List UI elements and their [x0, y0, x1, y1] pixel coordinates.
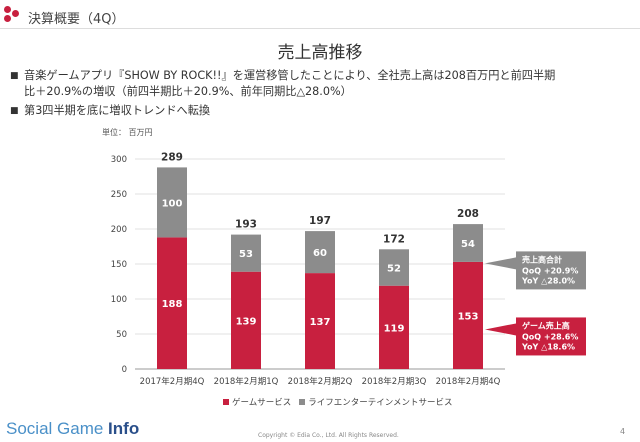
bullet-square-icon: ■ — [10, 71, 19, 81]
bar-value-label: 100 — [162, 198, 183, 209]
bar-total-label: 193 — [235, 219, 257, 231]
y-tick-label: 250 — [111, 190, 127, 200]
x-tick-label: 2018年2月期1Q — [214, 376, 279, 387]
company-logo — [0, 4, 24, 26]
bar-segment — [305, 273, 335, 369]
bar-value-label: 188 — [162, 299, 183, 310]
bullet-square-icon: ■ — [10, 106, 19, 116]
callout-line: YoY △18.6% — [521, 342, 575, 351]
page-number: 4 — [620, 427, 626, 436]
watermark-brand: Social Game Info — [6, 419, 139, 439]
callout-line: QoQ +20.9% — [522, 266, 578, 275]
y-tick-label: 150 — [111, 260, 127, 270]
y-tick-label: 50 — [116, 330, 127, 340]
bar-segment — [379, 285, 409, 369]
legend-label-game: ゲームサービス — [232, 398, 292, 408]
bar-value-label: 53 — [239, 249, 253, 260]
copyright-text: Copyright © Edia Co., Ltd. All Rights Re… — [258, 432, 399, 439]
bullet-item: ■ 第3四半期を底に増収トレンドへ転換 — [10, 103, 610, 119]
brand-light: Social Game — [6, 419, 109, 438]
bar-value-label: 153 — [458, 311, 479, 322]
bar-value-label: 137 — [310, 317, 331, 328]
chart-legend: ゲームサービス ライフエンターテインメントサービス — [223, 396, 461, 408]
legend-item-game: ゲームサービス — [223, 396, 291, 408]
bar-segment — [453, 261, 483, 369]
y-tick-label: 200 — [111, 225, 127, 235]
section-title: 決算概要（4Q） — [28, 12, 125, 27]
legend-item-life: ライフエンターテインメントサービス — [299, 396, 453, 408]
bar-total-label: 289 — [161, 151, 183, 163]
bar-value-label: 139 — [236, 316, 257, 327]
callout-pointer — [485, 257, 516, 270]
bullet-line: 比＋20.9%の増収（前四半期比＋20.9%、前年同期比△28.0%） — [24, 85, 352, 98]
legend-swatch-life — [299, 399, 306, 405]
callout-title: ゲーム売上高 — [522, 320, 570, 330]
y-tick-label: 100 — [111, 295, 127, 305]
header-divider — [0, 28, 640, 29]
bullet-line: 第3四半期を底に増収トレンドへ転換 — [24, 104, 211, 117]
slide-title: 売上高推移 — [277, 43, 363, 63]
bar-segment — [379, 249, 409, 286]
callout-box — [516, 317, 586, 356]
legend-swatch-game — [223, 399, 229, 405]
x-tick-label: 2018年2月期2Q — [288, 376, 353, 387]
legend-label-life: ライフエンターテインメントサービス — [308, 398, 453, 408]
callout-title: 売上高合計 — [522, 254, 562, 264]
bar-value-label: 119 — [384, 323, 405, 334]
x-tick-label: 2018年2月期4Q — [436, 376, 501, 387]
bar-value-label: 52 — [387, 264, 401, 275]
bar-segment — [157, 237, 187, 369]
bar-segment — [305, 231, 335, 274]
bar-total-label: 172 — [383, 233, 405, 245]
y-tick-label: 0 — [122, 365, 127, 375]
x-tick-label: 2017年2月期4Q — [140, 376, 205, 387]
bullet-list: ■ 音楽ゲームアプリ『SHOW BY ROCK!!』を運営移管したことにより、全… — [10, 68, 610, 122]
bar-total-label: 197 — [309, 215, 331, 227]
callout-line: QoQ +28.6% — [522, 332, 578, 341]
callout-line: YoY △28.0% — [521, 276, 575, 285]
bar-value-label: 60 — [313, 248, 327, 259]
callout-pointer — [485, 323, 516, 336]
y-tick-label: 300 — [111, 155, 127, 165]
bar-total-label: 208 — [457, 208, 479, 220]
bar-segment — [453, 224, 483, 262]
bar-segment — [157, 167, 187, 238]
bar-segment — [231, 271, 261, 369]
x-tick-label: 2018年2月期3Q — [362, 376, 427, 387]
bar-segment — [231, 234, 261, 272]
bullet-item: ■ 音楽ゲームアプリ『SHOW BY ROCK!!』を運営移管したことにより、全… — [10, 68, 610, 100]
bar-value-label: 54 — [461, 239, 475, 250]
unit-label: 単位： 百万円 — [102, 128, 153, 137]
callout-box — [516, 251, 586, 290]
brand-bold: Info — [108, 419, 140, 438]
bullet-line: 音楽ゲームアプリ『SHOW BY ROCK!!』を運営移管したことにより、全社売… — [24, 69, 556, 82]
